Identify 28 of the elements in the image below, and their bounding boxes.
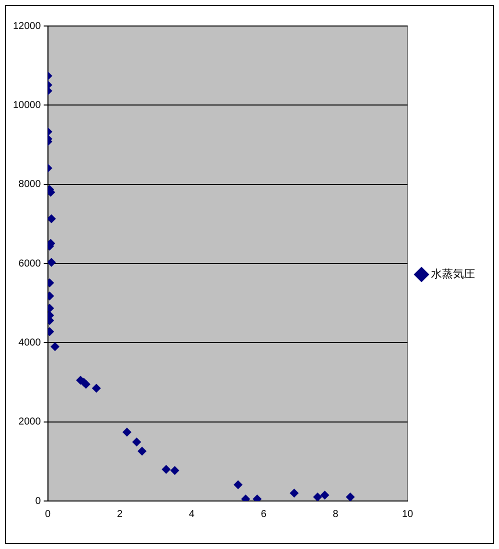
point (320, 490, 330, 500)
point (48, 258, 56, 267)
x-tick-label: 4 (188, 508, 195, 520)
x-tick-label: 6 (260, 508, 267, 520)
point (92, 384, 101, 393)
y-tick-label: 4000 (18, 337, 42, 348)
x-tick-label: 2 (116, 508, 123, 520)
point (313, 492, 322, 501)
point (346, 492, 355, 501)
point (162, 464, 171, 474)
x-tick-label: 8 (332, 508, 339, 520)
legend-label: 水蒸気圧 (431, 267, 475, 280)
y-tick-label: 0 (35, 496, 42, 507)
point (138, 446, 147, 456)
y-tick-label: 10000 (12, 100, 42, 111)
x-tick-label: 0 (45, 508, 52, 520)
point (290, 488, 299, 498)
point (234, 480, 243, 490)
y-tick-label: 12000 (12, 20, 42, 32)
point (170, 466, 180, 476)
y-tick-label: 8000 (18, 179, 42, 190)
y-tick-label: 2000 (18, 416, 42, 428)
y-tick-label: 6000 (18, 258, 42, 270)
point (48, 214, 56, 224)
point (122, 428, 132, 437)
x-tick-label: 10 (402, 508, 414, 520)
point (132, 438, 142, 447)
point (50, 342, 60, 352)
